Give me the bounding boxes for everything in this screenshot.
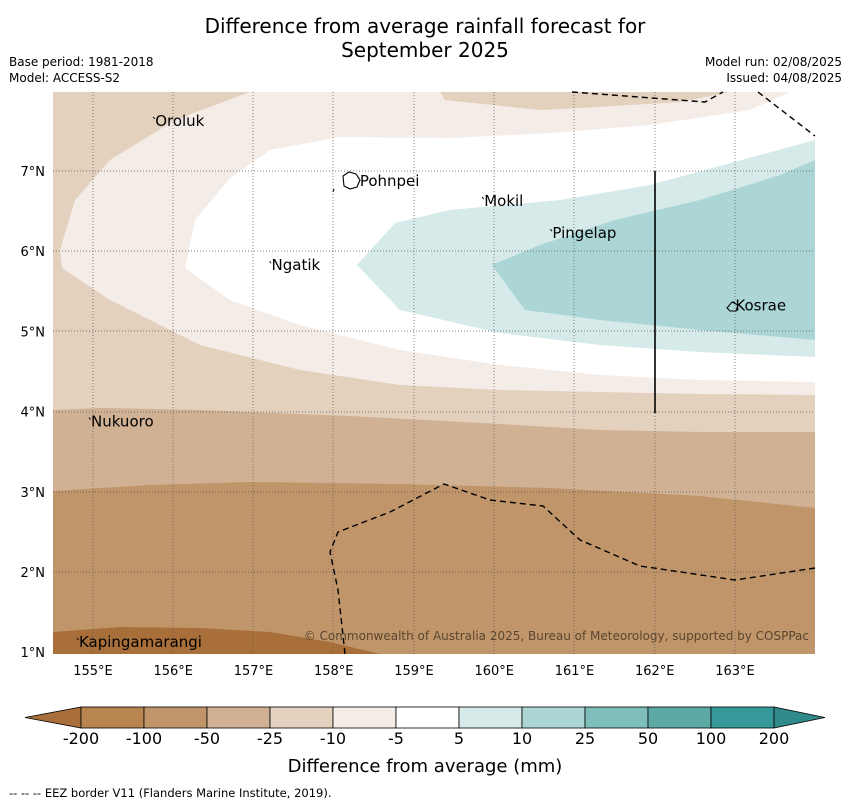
- colorbar-swatch: [647, 706, 712, 729]
- latitude-tick-label: 6°N: [21, 245, 46, 260]
- longitude-tick-label: 155°E: [73, 664, 113, 679]
- place-label: Oroluk: [155, 112, 204, 130]
- contour-fills: [53, 92, 815, 654]
- latitude-tick-label: 4°N: [21, 406, 46, 421]
- colorbar-label: -200: [62, 729, 100, 748]
- place-marker: [88, 417, 91, 420]
- longitude-tick-label: 162°E: [635, 664, 675, 679]
- longitude-tick-label: 160°E: [474, 664, 514, 679]
- latitude-tick-label: 7°N: [21, 165, 46, 180]
- colorbar-label: 100: [695, 729, 727, 748]
- fill-minus-200-to-minus-100: [53, 627, 380, 654]
- longitude-tick-label: 159°E: [394, 664, 434, 679]
- colorbar-label: -100: [125, 729, 163, 748]
- gridlines: [53, 92, 815, 654]
- kosrae-island-outline: [726, 301, 739, 312]
- colorbar-swatch: [80, 706, 145, 729]
- copyright-text: © Commonwealth of Australia 2025, Bureau…: [304, 629, 809, 643]
- longitude-tick-label: 161°E: [555, 664, 595, 679]
- place-marker: [550, 228, 553, 232]
- place-label: Nukuoro: [91, 413, 154, 431]
- colorbar-label: 5: [453, 729, 465, 748]
- place-label: Pingelap: [552, 224, 616, 242]
- colorbar-label: 25: [574, 729, 596, 748]
- colorbar-label: 50: [637, 729, 659, 748]
- latitude-tick-label: 5°N: [21, 325, 46, 340]
- longitude-tick-label: 156°E: [153, 664, 193, 679]
- place-label: Ngatik: [272, 256, 321, 274]
- colorbar-label: -50: [193, 729, 221, 748]
- place-marker: [269, 260, 272, 264]
- longitude-tick-label: 163°E: [715, 664, 755, 679]
- colorbar-label: -10: [319, 729, 347, 748]
- latitude-tick-label: 3°N: [21, 486, 46, 501]
- fill-10-to-25: [492, 160, 815, 340]
- eez-border-south: [329, 483, 816, 655]
- place-marker: [357, 176, 360, 180]
- base-period: Base period: 1981-2018: [9, 55, 154, 69]
- issued-date: Issued: 04/08/2025: [726, 71, 842, 85]
- eez-border-northeast: [757, 91, 816, 137]
- colorbar-extend-high: [773, 706, 826, 729]
- place-label: Pohnpei: [360, 172, 420, 190]
- place-label: Mokil: [484, 192, 523, 210]
- latitude-tick-label: 2°N: [21, 566, 46, 581]
- colorbar-swatch: [710, 706, 775, 729]
- colorbar-extend-low: [24, 706, 82, 729]
- pohnpei-islet-outline: [332, 188, 335, 193]
- title-line-2: September 2025: [341, 38, 509, 62]
- longitude-tick-labels: 155°E 156°E 157°E 158°E 159°E 160°E 161°E 162°E…: [73, 664, 755, 679]
- place-label: Kapingamarangi: [79, 633, 202, 651]
- meta-right: Model run: 02/08/2025 Issued: 04/08/2025: [705, 54, 842, 86]
- meta-left: Base period: 1981-2018 Model: ACCESS-S2: [9, 54, 154, 86]
- colorbar-title: Difference from average (mm): [287, 756, 563, 777]
- pohnpei-island-outline: [342, 171, 361, 190]
- colorbar-label: -5: [388, 729, 404, 748]
- place-marker: [732, 301, 736, 304]
- model-name: Model: ACCESS-S2: [9, 71, 121, 85]
- colorbar-swatch: [206, 706, 271, 729]
- colorbar-swatch: [521, 706, 586, 729]
- longitude-tick-label: 158°E: [314, 664, 354, 679]
- colorbar-swatch: [458, 706, 523, 729]
- eez-borders: [329, 91, 816, 655]
- latitude-tick-label: 1°N: [21, 646, 46, 661]
- colorbar-swatch: [584, 706, 649, 729]
- place-marker: [481, 196, 485, 200]
- colorbar-label: 200: [758, 729, 790, 748]
- colorbar-label: -25: [256, 729, 284, 748]
- place-label: Kosrae: [735, 296, 786, 314]
- place-labels: Oroluk Pohnpei Mokil Pingelap Ngatik Kosrae Nu…: [76, 112, 786, 651]
- map-title: Difference from average rainfall forecas…: [0, 14, 850, 62]
- place-marker: [152, 116, 156, 120]
- place-marker: [76, 637, 79, 641]
- eez-border-north: [571, 91, 724, 103]
- islands: [332, 171, 739, 312]
- colorbar-swatch: [395, 706, 460, 729]
- latitude-tick-labels: 7°N 6°N 5°N 4°N 3°N 2°N 1°N: [21, 165, 46, 661]
- title-line-1: Difference from average rainfall forecas…: [204, 14, 646, 38]
- colorbar-label: 10: [511, 729, 533, 748]
- model-run: Model run: 02/08/2025: [704, 55, 842, 69]
- eez-footnote: -- -- -- EEZ border V11 (Flanders Marine…: [9, 786, 332, 800]
- colorbar-swatch: [269, 706, 334, 729]
- colorbar-swatch: [143, 706, 208, 729]
- colorbar-swatch: [332, 706, 397, 729]
- colorbar: [24, 706, 826, 729]
- longitude-tick-label: 157°E: [234, 664, 274, 679]
